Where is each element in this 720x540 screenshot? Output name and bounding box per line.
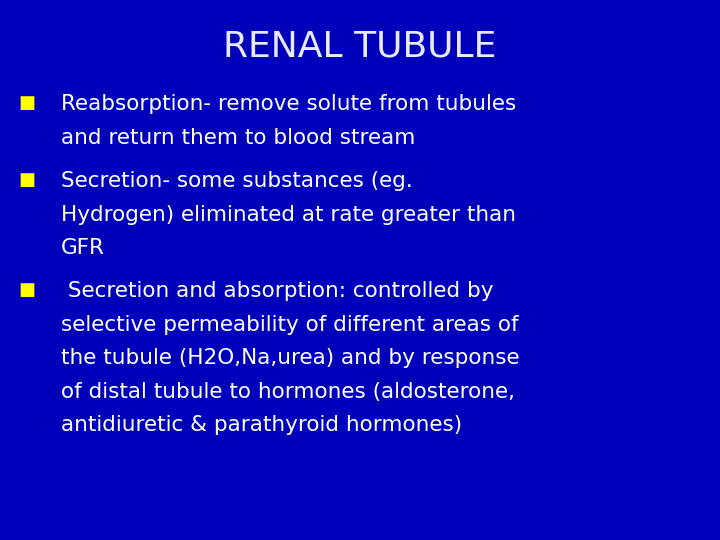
Text: Secretion and absorption: controlled by: Secretion and absorption: controlled by — [61, 281, 494, 301]
Text: antidiuretic & parathyroid hormones): antidiuretic & parathyroid hormones) — [61, 415, 462, 435]
Text: and return them to blood stream: and return them to blood stream — [61, 128, 415, 148]
Text: selective permeability of different areas of: selective permeability of different area… — [61, 315, 519, 335]
Text: GFR: GFR — [61, 238, 105, 258]
Text: the tubule (H2O,Na,urea) and by response: the tubule (H2O,Na,urea) and by response — [61, 348, 520, 368]
Text: of distal tubule to hormones (aldosterone,: of distal tubule to hormones (aldosteron… — [61, 382, 516, 402]
Text: Secretion- some substances (eg.: Secretion- some substances (eg. — [61, 171, 413, 191]
Text: ■: ■ — [18, 171, 35, 189]
Text: ■: ■ — [18, 94, 35, 112]
Text: RENAL TUBULE: RENAL TUBULE — [223, 30, 497, 64]
Text: Reabsorption- remove solute from tubules: Reabsorption- remove solute from tubules — [61, 94, 516, 114]
Text: ■: ■ — [18, 281, 35, 299]
Text: Hydrogen) eliminated at rate greater than: Hydrogen) eliminated at rate greater tha… — [61, 205, 516, 225]
